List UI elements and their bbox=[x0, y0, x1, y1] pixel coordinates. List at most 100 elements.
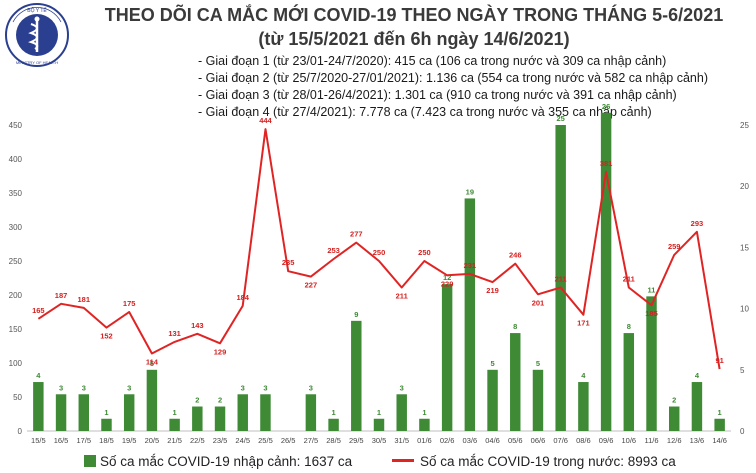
line-data-label: 201 bbox=[532, 298, 545, 307]
bar-data-label: 3 bbox=[127, 383, 131, 392]
bar-11-6 bbox=[646, 296, 657, 431]
chart-subtitle: (từ 15/5/2021 đến 6h ngày 14/6/2021) bbox=[258, 29, 570, 49]
line-data-label: 253 bbox=[327, 246, 340, 255]
bar-19-5 bbox=[123, 394, 135, 431]
bar-data-label: 4 bbox=[695, 371, 700, 380]
left-axis-tick-label: 0 bbox=[18, 427, 23, 436]
svg-text:MINISTRY OF HEALTH: MINISTRY OF HEALTH bbox=[16, 60, 58, 65]
x-axis-tick-label: 20/5 bbox=[145, 436, 160, 445]
bar-data-label: 1 bbox=[377, 408, 381, 417]
legend-line-label: Số ca mắc COVID-19 trong nước: 8993 ca bbox=[420, 454, 676, 469]
line-data-label: 246 bbox=[509, 251, 522, 260]
left-axis-tick-label: 450 bbox=[9, 121, 23, 130]
phase-1-summary: - Giai đoạn 1 (từ 23/01-24/7/2020): 415 … bbox=[198, 54, 667, 68]
bar-25-5 bbox=[260, 394, 271, 431]
x-axis-tick-label: 15/5 bbox=[31, 436, 46, 445]
line-data-label: 381 bbox=[600, 159, 613, 168]
bar-21-5 bbox=[169, 418, 180, 431]
legend-bars-label: Số ca mắc COVID-19 nhập cảnh: 1637 ca bbox=[100, 454, 353, 469]
bar-data-label: 1 bbox=[104, 408, 108, 417]
phase-summary-list: - Giai đoạn 1 (từ 23/01-24/7/2020): 415 … bbox=[198, 53, 708, 121]
bar-01-6 bbox=[419, 418, 430, 431]
bar-13-6 bbox=[691, 382, 703, 431]
line-data-label: 250 bbox=[418, 248, 431, 257]
bar-data-label: 8 bbox=[513, 322, 517, 331]
bar-data-label: 19 bbox=[466, 187, 474, 196]
line-data-label: 175 bbox=[123, 299, 136, 308]
bar-16-5 bbox=[55, 394, 67, 431]
x-axis-tick-label: 12/6 bbox=[667, 436, 682, 445]
line-data-label: 231 bbox=[464, 261, 477, 270]
bar-31-5 bbox=[396, 394, 407, 431]
bar-17-5 bbox=[78, 394, 89, 431]
svg-text:BỘ Y TẾ: BỘ Y TẾ bbox=[27, 7, 47, 14]
bar-data-label: 3 bbox=[241, 383, 245, 392]
line-data-label: 259 bbox=[668, 242, 681, 251]
bar-data-label: 5 bbox=[490, 359, 494, 368]
x-axis-tick-label: 11/6 bbox=[644, 436, 658, 445]
bar-07-6 bbox=[555, 125, 566, 431]
x-axis-tick-label: 25/5 bbox=[258, 436, 273, 445]
line-data-label: 250 bbox=[373, 248, 386, 257]
x-axis-tick-label: 08/6 bbox=[576, 436, 591, 445]
line-data-label: 114 bbox=[146, 357, 159, 366]
line-data-label: 211 bbox=[555, 275, 567, 284]
x-axis-tick-label: 18/5 bbox=[99, 436, 114, 445]
right-axis-tick-label: 5 bbox=[740, 366, 745, 375]
bar-data-label: 3 bbox=[309, 383, 313, 392]
phase-2-summary: - Giai đoạn 2 (từ 25/7/2020-27/01/2021):… bbox=[198, 71, 708, 85]
left-axis-tick-label: 350 bbox=[9, 189, 23, 198]
x-axis-tick-label: 03/6 bbox=[463, 436, 478, 445]
x-axis-tick-label: 16/5 bbox=[54, 436, 69, 445]
x-axis-tick-label: 01/6 bbox=[417, 436, 432, 445]
line-data-label: 219 bbox=[486, 286, 499, 295]
x-axis-tick-label: 24/5 bbox=[235, 436, 250, 445]
bar-data-label: 3 bbox=[59, 383, 63, 392]
bar-data-label: 26 bbox=[602, 102, 610, 111]
bar-data-label: 3 bbox=[263, 383, 267, 392]
bar-data-label: 2 bbox=[195, 396, 199, 405]
bar-data-label: 8 bbox=[627, 322, 631, 331]
bar-15-5 bbox=[33, 382, 44, 431]
left-axis-tick-label: 200 bbox=[9, 291, 23, 300]
chart-title: THEO DÕI CA MẮC MỚI COVID-19 THEO NGÀY T… bbox=[104, 5, 724, 25]
bar-09-6 bbox=[600, 112, 612, 431]
x-axis-tick-label: 07/6 bbox=[553, 436, 568, 445]
bar-06-6 bbox=[532, 369, 544, 431]
x-axis-tick-label: 02/6 bbox=[440, 436, 455, 445]
line-data-label: 143 bbox=[191, 321, 204, 330]
left-axis-tick-label: 400 bbox=[9, 155, 23, 164]
bar-data-label: 5 bbox=[150, 359, 154, 368]
bar-data-label: 12 bbox=[443, 273, 451, 282]
left-axis-tick-label: 150 bbox=[9, 325, 23, 334]
line-data-label: 293 bbox=[691, 219, 704, 228]
legend-bars: Số ca mắc COVID-19 nhập cảnh: 1637 ca bbox=[84, 454, 352, 469]
line-data-label: 227 bbox=[305, 281, 318, 290]
x-axis-tick-label: 04/6 bbox=[485, 436, 500, 445]
line-data-label: 211 bbox=[623, 275, 635, 284]
right-axis-tick-label: 10 bbox=[740, 305, 749, 314]
legend-line: Số ca mắc COVID-19 trong nước: 8993 ca bbox=[392, 454, 676, 469]
bar-data-label: 25 bbox=[557, 114, 565, 123]
phase-3-summary: - Giai đoạn 3 (từ 28/01-26/4/2021): 1.30… bbox=[198, 88, 677, 102]
line-data-label: 91 bbox=[715, 356, 723, 365]
bar-data-label: 4 bbox=[36, 371, 41, 380]
bar-08-6 bbox=[578, 382, 589, 431]
bar-data-label: 9 bbox=[354, 310, 358, 319]
line-data-label: 152 bbox=[100, 332, 113, 341]
line-data-label: 444 bbox=[259, 116, 272, 125]
left-axis-tick-label: 50 bbox=[13, 393, 22, 402]
bar-24-5 bbox=[237, 394, 248, 431]
bar-28-5 bbox=[328, 418, 339, 431]
bar-30-5 bbox=[373, 418, 385, 431]
line-data-label: 277 bbox=[350, 230, 363, 239]
bar-03-6 bbox=[464, 198, 476, 431]
bar-data-label: 3 bbox=[82, 383, 86, 392]
bar-29-5 bbox=[351, 320, 362, 431]
left-axis-tick-label: 250 bbox=[9, 257, 23, 266]
x-axis-tick-label: 19/5 bbox=[122, 436, 137, 445]
bar-12-6 bbox=[669, 406, 680, 431]
x-axis-tick-label: 23/5 bbox=[213, 436, 228, 445]
x-axis-tick-label: 09/6 bbox=[599, 436, 614, 445]
bar-27-5 bbox=[305, 394, 317, 431]
